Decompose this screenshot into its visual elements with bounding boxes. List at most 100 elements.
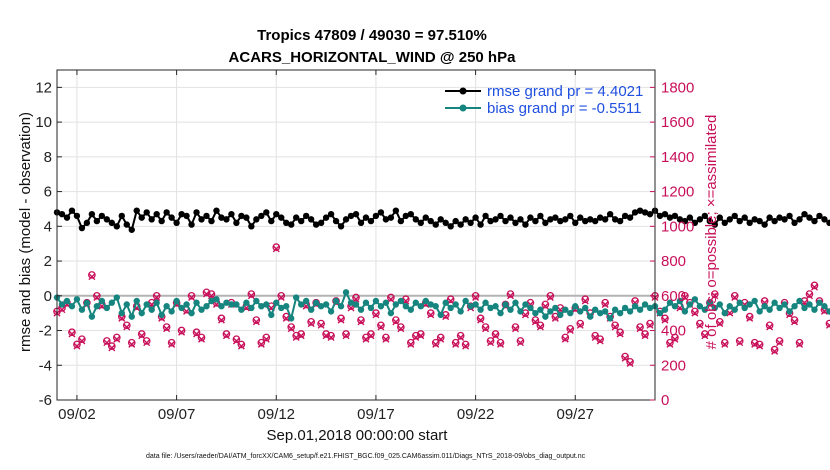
bias-point	[342, 289, 350, 296]
obs-assimilated-point	[382, 335, 390, 343]
rmse-point	[781, 216, 788, 223]
bias-point	[587, 313, 594, 320]
obs-assimilated-point	[292, 333, 300, 341]
bias-point	[746, 301, 753, 308]
rmse-point	[631, 209, 639, 216]
bias-point	[238, 306, 245, 313]
rmse-point	[661, 210, 669, 218]
bias-point	[631, 303, 639, 310]
obs-assimilated-point	[222, 332, 230, 340]
obs-assimilated-point	[551, 314, 559, 322]
rmse-series	[53, 207, 830, 233]
rmse-point	[596, 214, 604, 221]
obs-assimilated-point	[457, 333, 465, 341]
obs-possible-point	[177, 326, 186, 335]
bias-point	[781, 301, 788, 308]
rmse-point	[93, 217, 101, 225]
obs-assimilated-point	[372, 311, 380, 319]
rmse-point	[761, 221, 768, 228]
obs-assimilated-point	[541, 302, 549, 310]
bias-point	[293, 294, 300, 301]
rmse-point	[88, 210, 96, 218]
obs-possible-point	[262, 333, 271, 342]
bias-point	[711, 304, 718, 312]
rmse-point	[312, 221, 320, 228]
bias-point	[213, 296, 220, 303]
rmse-point	[108, 219, 116, 227]
obs-possible-point	[481, 323, 490, 331]
bias-point	[208, 297, 215, 305]
rmse-point	[592, 217, 599, 225]
bias-point	[791, 303, 798, 310]
obs-assimilated-point	[621, 354, 629, 362]
bias-point	[681, 308, 689, 315]
x-tick-label: 09/22	[457, 406, 495, 423]
obs-possible-point	[581, 295, 590, 304]
bias-point	[268, 311, 275, 319]
legend-rmse-marker	[459, 87, 467, 95]
rmse-point	[422, 214, 429, 221]
bias-point	[58, 301, 66, 308]
obs-assimilated-point	[417, 332, 425, 340]
bias-point	[123, 301, 130, 308]
rmse-point	[163, 209, 170, 216]
obs-assimilated-point	[68, 330, 76, 338]
rmse-point	[367, 217, 375, 225]
rmse-point	[138, 214, 145, 221]
bias-point	[706, 299, 714, 306]
bias-point	[636, 306, 644, 313]
obs-possible-point	[277, 291, 286, 300]
bias-point	[596, 309, 604, 317]
x-axis-label: Sep.01,2018 00:00:00 start	[267, 427, 449, 444]
bias-point	[821, 303, 828, 310]
obs-assimilated-point	[731, 294, 739, 302]
obs-assimilated-point	[232, 337, 240, 345]
rmse-point	[143, 209, 150, 216]
chart-subtitle: ACARS_HORIZONTAL_WIND @ 250 hPa	[229, 49, 517, 66]
obs-possible-point	[307, 317, 315, 326]
bias-point	[811, 306, 818, 313]
bias-point	[337, 303, 345, 310]
obs-assimilated-point	[272, 245, 280, 253]
rmse-point	[811, 217, 818, 225]
bias-point	[716, 301, 723, 308]
rmse-point	[253, 216, 260, 223]
rmse-point	[711, 221, 718, 228]
rmse-point	[68, 207, 76, 214]
bias-point	[512, 299, 519, 306]
bias-point	[113, 294, 121, 301]
obs-possible-point	[765, 321, 774, 330]
obs-assimilated-point	[307, 320, 315, 328]
obs-assimilated-point	[362, 335, 370, 343]
bias-point	[517, 308, 524, 315]
rmse-point	[402, 212, 410, 220]
bias-point	[78, 306, 86, 313]
obs-possible-point	[626, 357, 634, 366]
obs-assimilated-point	[746, 314, 754, 322]
obs-possible-point	[541, 300, 550, 309]
obs-assimilated-point	[437, 335, 445, 343]
bias-point	[432, 303, 439, 310]
rmse-point	[133, 207, 140, 214]
obs-possible-point	[661, 314, 669, 323]
rmse-point	[816, 212, 823, 220]
obs-possible-point	[396, 323, 405, 331]
rmse-point	[686, 214, 694, 221]
obs-possible-point	[775, 337, 784, 345]
obs-assimilated-point	[701, 332, 709, 340]
rmse-point	[457, 221, 464, 228]
obs-possible-point	[456, 331, 465, 340]
bias-point	[372, 297, 380, 305]
y-axis-ticks: -6 -4 -2 0 2 4 6 8 10 12	[35, 79, 62, 409]
bias-point	[203, 303, 210, 310]
obs-assimilated-point	[387, 295, 395, 303]
bias-point	[691, 296, 699, 303]
rmse-point	[347, 212, 355, 220]
x-tick-label: 09/12	[257, 406, 295, 423]
bias-point	[327, 308, 335, 315]
rmse-point	[601, 216, 609, 223]
bias-point	[437, 311, 444, 319]
bias-point	[497, 309, 504, 317]
rmse-point	[806, 214, 813, 221]
rmse-point	[507, 214, 514, 221]
